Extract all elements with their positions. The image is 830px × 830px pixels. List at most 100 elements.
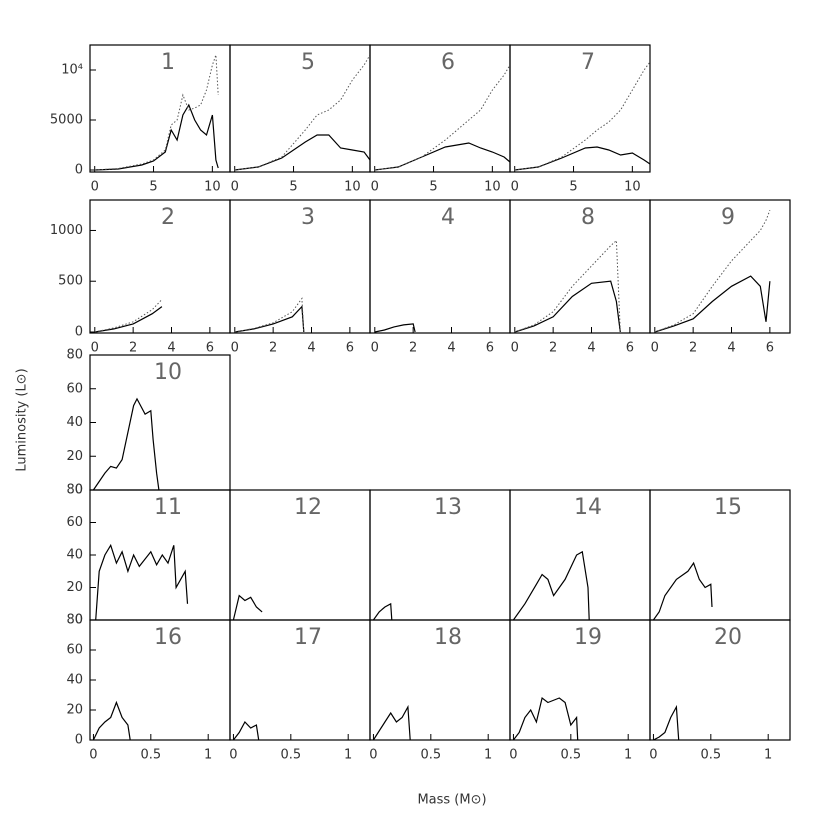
x-tick-label: 4 [167,341,175,356]
x-tick-label: 2 [549,341,557,356]
x-tick-label: 1 [204,748,212,763]
y-tick-label: 80 [66,613,83,628]
x-tick-label: 6 [346,341,354,356]
panel-label: 16 [154,625,182,650]
data-line [232,720,260,741]
x-tick-label: 0 [509,748,517,763]
data-line [94,299,163,333]
x-tick-label: 6 [626,341,634,356]
x-tick-label: 0 [649,748,657,763]
x-tick-label: 2 [129,341,137,356]
x-tick-label: 0 [91,180,99,195]
y-tick-label: 40 [66,673,83,688]
x-tick-label: 0.5 [280,748,301,763]
x-tick-label: 0 [91,341,99,356]
panel-label: 6 [441,50,455,75]
x-tick-label: 0 [231,180,239,195]
data-line [652,561,713,621]
x-tick-label: 5 [569,180,577,195]
y-tick-label: 60 [66,515,83,530]
data-line [653,704,680,741]
panel-label: 17 [294,625,322,650]
x-tick-label: 0 [511,180,519,195]
x-tick-label: 0 [651,341,659,356]
data-line [234,54,371,171]
data-line [514,280,621,333]
x-axis-label: Mass (M⊙) [417,793,486,808]
x-tick-label: 0 [371,180,379,195]
x-tick-label: 0 [369,748,377,763]
x-tick-label: 5 [289,180,297,195]
y-tick-label: 40 [66,548,83,563]
x-tick-label: 10 [344,180,361,195]
y-axis-label: Luminosity (L⊙) [15,368,30,471]
data-line [232,594,263,621]
y-tick-label: 0 [75,483,83,498]
x-tick-label: 1 [764,748,772,763]
x-tick-label: 0 [229,748,237,763]
panel-frame [89,44,231,173]
y-tick-label: 60 [66,643,83,658]
panel-label: 10 [154,360,182,385]
data-line [94,103,219,171]
x-tick-label: 1 [624,748,632,763]
x-tick-label: 6 [206,341,214,356]
y-tick-label: 20 [66,580,83,595]
x-tick-label: 4 [587,341,595,356]
panel-frame [509,199,651,334]
data-line [372,602,393,621]
y-tick-label: 0 [75,324,83,339]
x-tick-label: 0 [511,341,519,356]
x-tick-label: 0.5 [420,748,441,763]
panel-frame [649,619,791,741]
panel-label: 3 [301,205,315,230]
y-tick-label: 500 [58,274,83,289]
data-line [514,239,621,333]
data-line [94,306,163,333]
y-tick-label: 0 [75,613,83,628]
data-line [372,704,411,741]
x-tick-label: 2 [409,341,417,356]
panel-label: 15 [714,495,742,520]
x-tick-label: 10 [484,180,501,195]
panel-label: 14 [574,495,602,520]
panel-label: 5 [301,50,315,75]
panel-label: 4 [441,205,455,230]
data-line [512,696,579,741]
panel-label: 1 [161,50,175,75]
y-tick-label: 0 [75,163,83,178]
x-tick-label: 4 [447,341,455,356]
y-tick-label: 1000 [50,223,83,238]
x-tick-label: 0 [89,748,97,763]
x-tick-label: 10 [204,180,221,195]
y-tick-label: 20 [66,449,83,464]
data-line [654,275,771,333]
data-line [234,134,371,171]
data-line [92,700,131,741]
panel-label: 13 [434,495,462,520]
y-tick-label: 80 [66,348,83,363]
data-line [374,323,416,333]
y-tick-label: 20 [66,703,83,718]
x-tick-label: 5 [429,180,437,195]
panel-frame [649,199,791,334]
x-tick-label: 1 [484,748,492,763]
x-tick-label: 0 [371,341,379,356]
panel-frame [229,44,371,173]
y-tick-label: 5000 [50,113,83,128]
data-line [512,550,590,621]
x-tick-label: 6 [766,341,774,356]
y-tick-label: 0 [75,733,83,748]
x-tick-label: 4 [307,341,315,356]
panel-label: 19 [574,625,602,650]
panel-label: 18 [434,625,462,650]
x-tick-label: 6 [486,341,494,356]
y-tick-label: 80 [66,483,83,498]
data-line [374,142,511,171]
x-tick-label: 5 [149,180,157,195]
x-tick-label: 0 [231,341,239,356]
data-line [92,397,160,491]
panel-label: 20 [714,625,742,650]
x-tick-label: 0.5 [140,748,161,763]
